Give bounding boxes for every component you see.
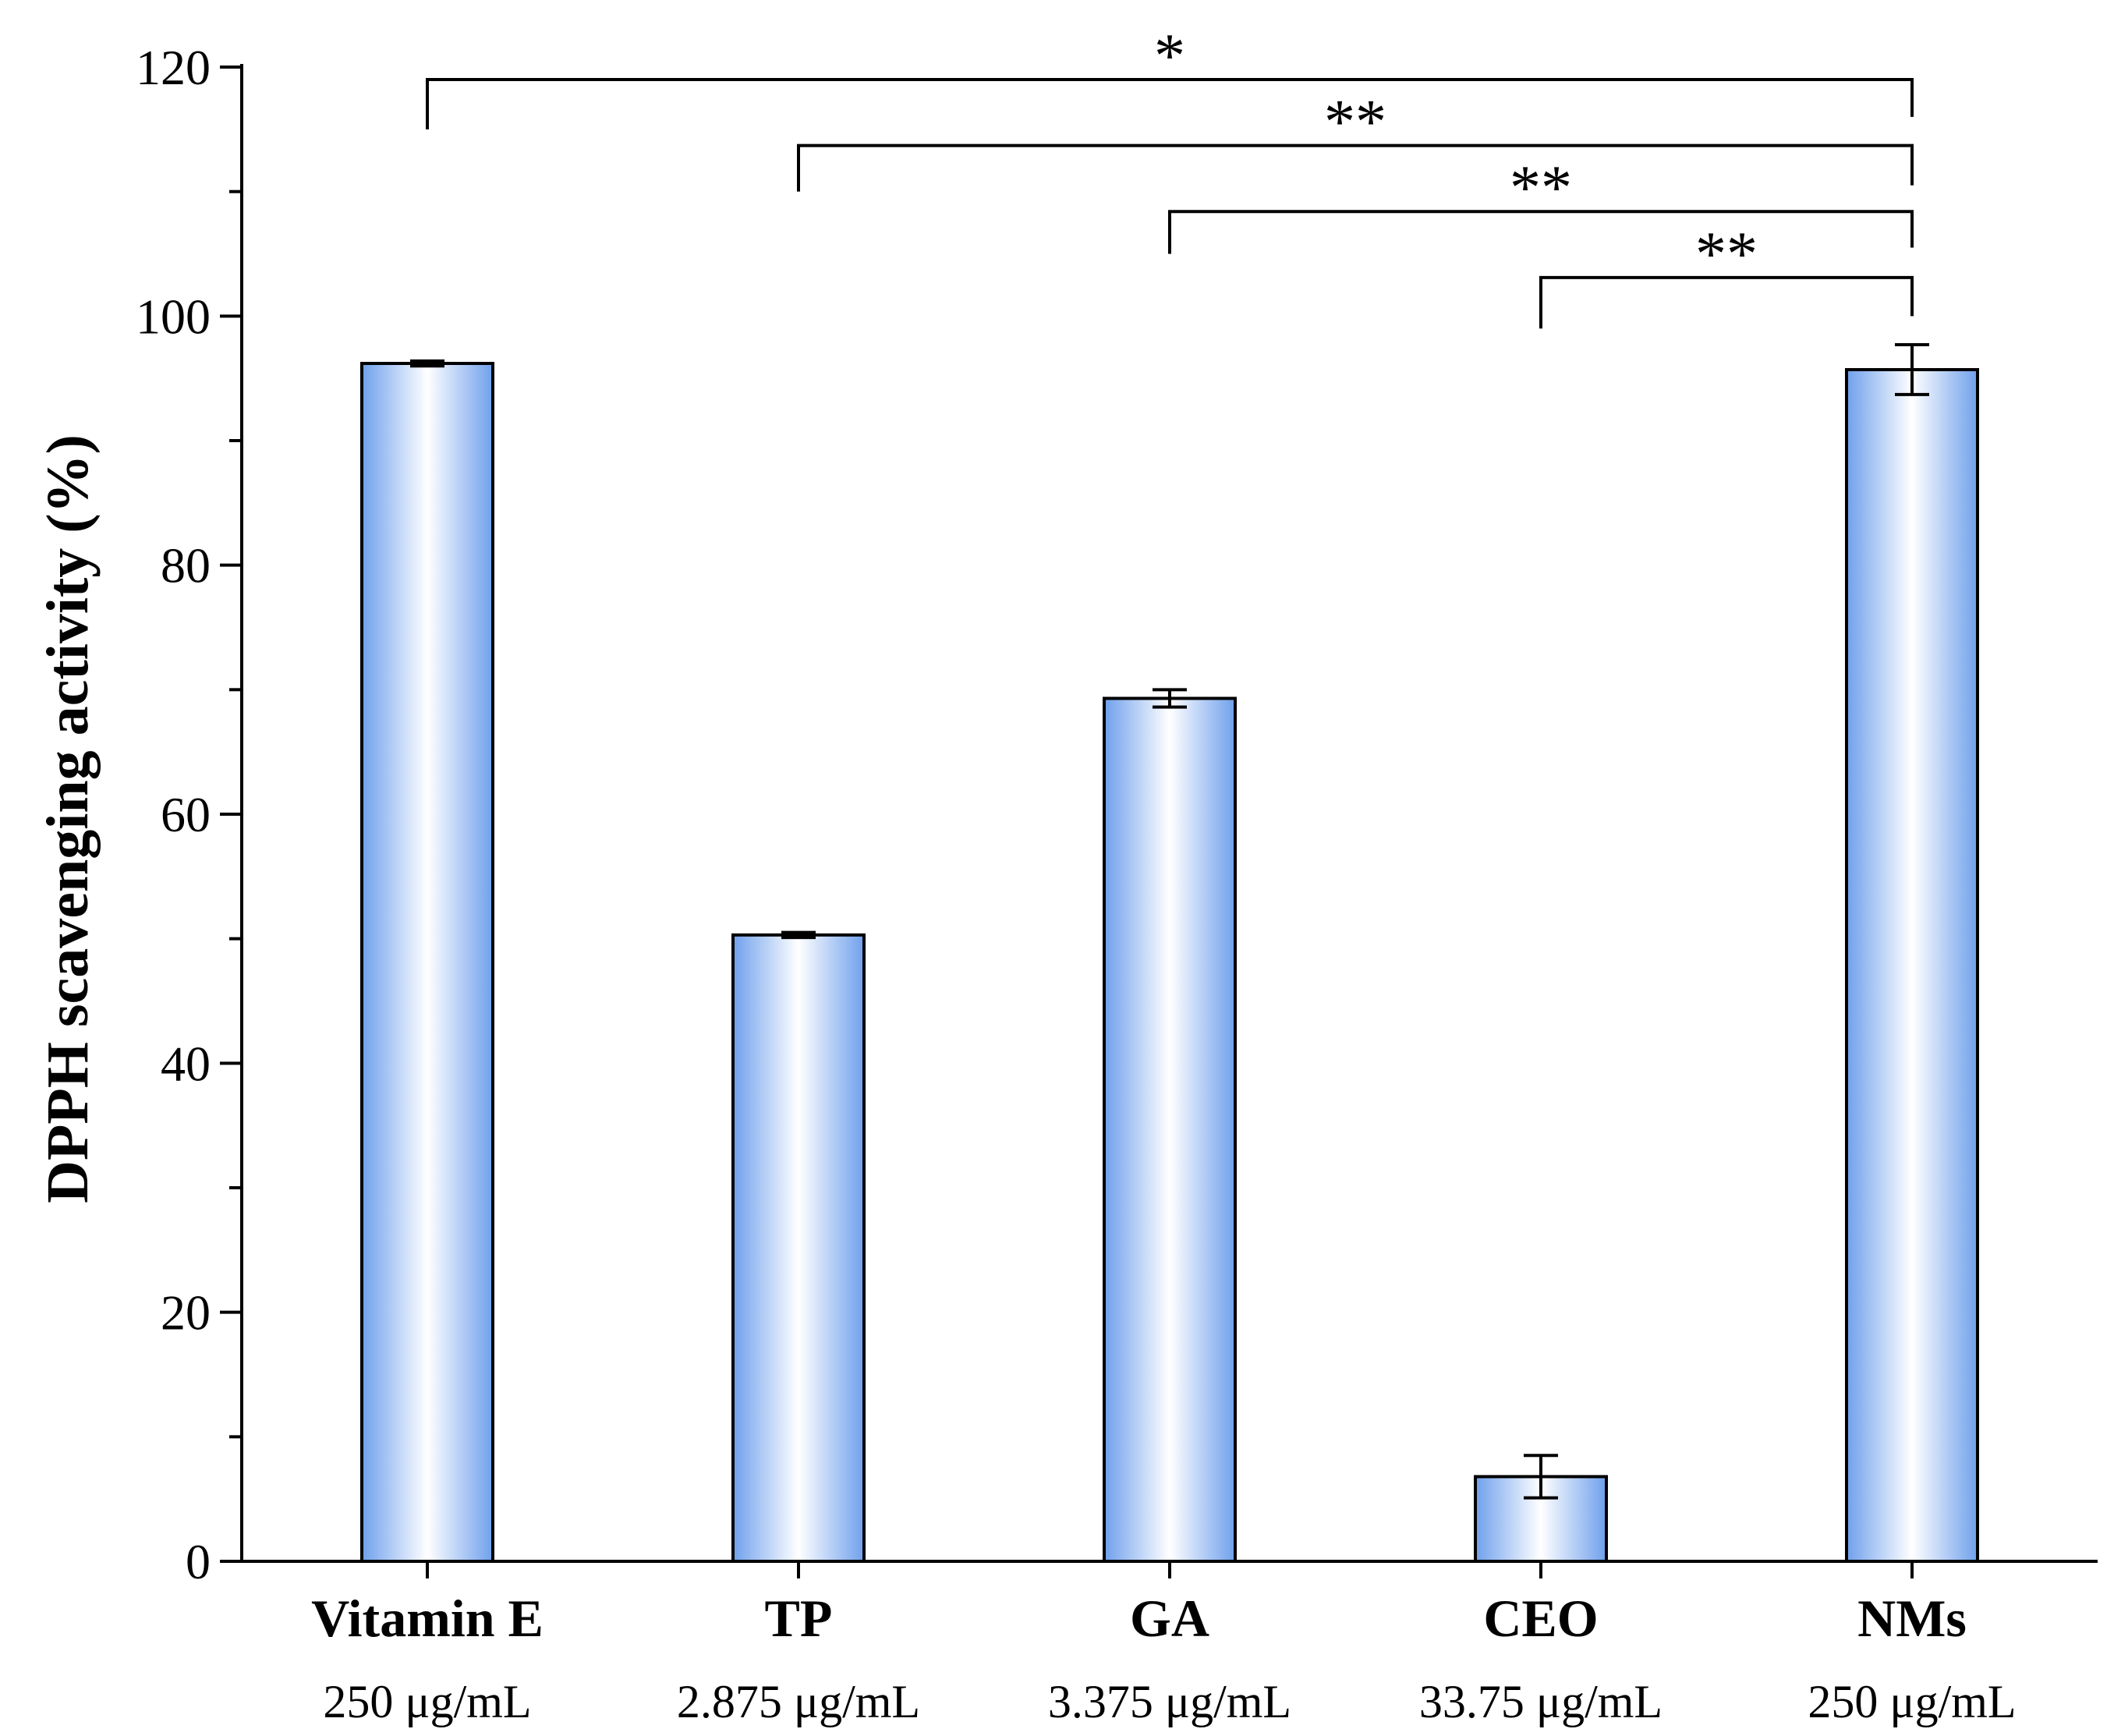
significance-bracket: * bbox=[426, 22, 1914, 129]
x-concentration-label: 3.375 μg/mL bbox=[1048, 1676, 1291, 1727]
significance-label: ** bbox=[1324, 88, 1386, 157]
significance-layer: ******* bbox=[426, 22, 1914, 329]
y-tick-label: 60 bbox=[161, 787, 211, 842]
error-bar-tp bbox=[781, 930, 816, 940]
significance-bracket: ** bbox=[1539, 220, 1914, 329]
y-tick-label: 0 bbox=[186, 1534, 211, 1589]
bar-nms bbox=[1845, 367, 1979, 1563]
bar-ga bbox=[1103, 696, 1237, 1563]
y-tick-label: 40 bbox=[161, 1036, 211, 1091]
significance-bracket: ** bbox=[1168, 154, 1914, 254]
significance-label: ** bbox=[1695, 220, 1758, 289]
x-concentration-label: 2.875 μg/mL bbox=[677, 1676, 920, 1727]
error-bars-layer bbox=[410, 343, 1929, 1500]
error-bar-ceo bbox=[1524, 1454, 1558, 1500]
y-tick-label: 100 bbox=[136, 289, 211, 344]
error-bar-nms bbox=[1895, 343, 1929, 396]
significance-bracket: ** bbox=[797, 88, 1914, 192]
error-bar-vitamin-e bbox=[410, 359, 444, 368]
y-axis-label: DPPH scavenging activity (%) bbox=[35, 434, 101, 1203]
x-concentration-label: 250 μg/mL bbox=[1808, 1676, 2016, 1727]
y-tick-label: 80 bbox=[161, 538, 211, 593]
x-category-label: Vitamin E bbox=[311, 1589, 544, 1648]
x-concentration-label: 33.75 μg/mL bbox=[1419, 1676, 1663, 1727]
x-category-label: TP bbox=[765, 1589, 833, 1648]
error-bar-ga bbox=[1153, 688, 1187, 709]
y-tick-label: 120 bbox=[136, 40, 211, 95]
x-concentration-label: 250 μg/mL bbox=[323, 1676, 531, 1727]
bar-tp bbox=[731, 933, 866, 1564]
x-category-label: GA bbox=[1130, 1589, 1209, 1648]
x-category-label: NMs bbox=[1857, 1589, 1967, 1648]
y-tick-label: 20 bbox=[161, 1285, 211, 1341]
x-category-label: CEO bbox=[1483, 1589, 1598, 1648]
bars-layer bbox=[360, 362, 1979, 1564]
significance-label: * bbox=[1154, 22, 1185, 90]
axes-layer: 0 20 40 60 80 100 120 Vitamin E 250 μg/mL TP 2.875… bbox=[136, 40, 2098, 1727]
significance-label: ** bbox=[1510, 154, 1572, 222]
bar-vitamin-e bbox=[360, 362, 494, 1563]
